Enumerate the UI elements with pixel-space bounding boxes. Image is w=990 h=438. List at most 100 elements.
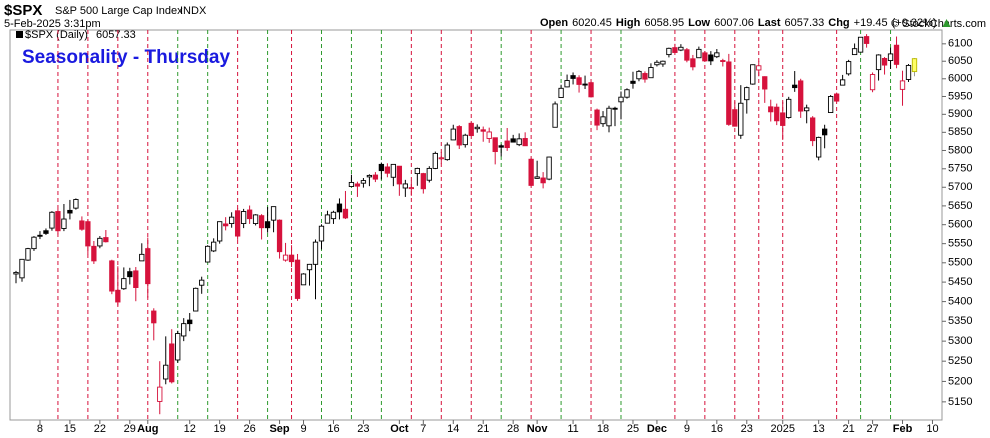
quote: Open 6020.45 High 6058.95 Low 6007.06 Last 6057… (540, 17, 937, 29)
candle-body (546, 156, 552, 180)
candle-body (97, 237, 103, 247)
candle-body (810, 117, 816, 142)
candle-body (366, 174, 373, 178)
candle-body (330, 211, 337, 220)
exchange: INDX (180, 5, 207, 17)
candle-body (282, 254, 289, 261)
candle-body (67, 209, 73, 214)
candle-body (552, 103, 558, 128)
x-tick-label: 8 (37, 423, 43, 435)
candle-body (31, 236, 37, 250)
x-tick-label: 9 (684, 423, 690, 435)
y-tick-label: 5450 (948, 276, 972, 288)
candle-body (558, 87, 564, 98)
x-tick-label: 29 (124, 423, 136, 435)
quote-label: Last (758, 17, 781, 29)
candle-body (342, 208, 349, 219)
candle-body (911, 58, 918, 73)
candle-body (792, 84, 798, 89)
candle-body (258, 215, 265, 229)
candle-body (504, 140, 510, 149)
candle-body (756, 65, 762, 71)
x-tick-label: 22 (94, 423, 106, 435)
x-tick-label: 16 (711, 423, 723, 435)
candle-body (246, 209, 253, 220)
candle-body (822, 128, 828, 136)
candle-body (648, 67, 654, 79)
y-tick-label: 5400 (948, 296, 972, 308)
candle-body (37, 234, 43, 237)
candle-body (732, 109, 738, 127)
candle-body (426, 167, 432, 181)
x-tick-label: 25 (627, 423, 639, 435)
candle-body (480, 129, 486, 132)
candle-body (905, 64, 912, 80)
x-tick-label: 7 (420, 423, 426, 435)
candle-body (294, 259, 301, 299)
candle-body (786, 98, 792, 119)
candle-body (474, 126, 480, 130)
x-tick-label: 19 (214, 423, 226, 435)
candle-body (175, 333, 181, 361)
candle-body (726, 61, 732, 125)
y-tick-label: 5650 (948, 200, 972, 212)
quote-label: Open (540, 17, 568, 29)
candle-body (762, 76, 768, 90)
candle-body (684, 49, 690, 61)
candle-body (163, 364, 169, 380)
y-tick-label: 6000 (948, 73, 972, 85)
legend-swatch (16, 31, 23, 38)
candle-body (211, 241, 217, 252)
candle-body (576, 77, 582, 85)
candle-body (181, 323, 187, 337)
x-tick-label: 11 (567, 423, 578, 435)
x-tick-label: Sep (269, 423, 289, 435)
candle-body (534, 176, 540, 179)
candle-body (528, 158, 534, 186)
y-tick-label: 5300 (948, 335, 972, 347)
candle-body (402, 183, 408, 189)
candle-body (312, 241, 319, 265)
candle-body (851, 48, 858, 56)
candle-body (690, 58, 696, 68)
legend-name: $SPX (Daily) (25, 29, 88, 41)
candle-body (133, 270, 139, 289)
candle-body (738, 102, 744, 136)
candle-body (85, 221, 91, 247)
y-tick-label: 5950 (948, 90, 972, 102)
candle-body (354, 183, 361, 187)
x-tick-label: 18 (597, 423, 609, 435)
candle-body (318, 225, 325, 242)
x-tick-label: 13 (813, 423, 825, 435)
candle-body (798, 80, 804, 112)
candle-body (193, 287, 199, 312)
symbol-name: S&P 500 Large Cap Index (55, 5, 183, 17)
quote-change: +19.45 (854, 17, 888, 29)
candle-body (109, 260, 115, 292)
symbol: $SPX (4, 2, 42, 19)
candle-body (600, 116, 606, 125)
datetime: 5-Feb-2025 3:31pm (4, 18, 101, 30)
candle-body (570, 75, 576, 79)
candle-body (462, 134, 468, 146)
candle-body (91, 245, 97, 262)
candle-body (780, 112, 786, 126)
candle-body (839, 79, 846, 86)
candle-body (881, 57, 888, 66)
y-tick-label: 6100 (948, 38, 972, 50)
candle-body (564, 80, 570, 88)
candle-body (893, 44, 900, 65)
candle-body (522, 138, 528, 147)
candle-body (420, 173, 426, 190)
candle-body (456, 126, 462, 146)
candle-body (630, 80, 636, 84)
change-arrow (942, 19, 951, 27)
candle-body (678, 46, 684, 51)
x-tick-label: 21 (477, 423, 489, 435)
y-tick-label: 5500 (948, 257, 972, 269)
candle-body (845, 61, 852, 75)
candle-body (127, 271, 133, 278)
candle-body (306, 263, 313, 271)
x-tick-label: 2025 (770, 423, 794, 435)
quote-change-pct: (+0.32%) (892, 17, 937, 29)
